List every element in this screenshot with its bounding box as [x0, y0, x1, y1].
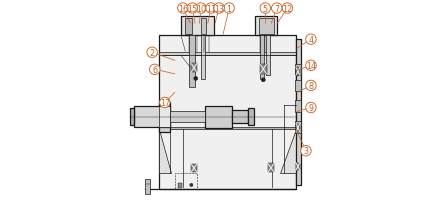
Bar	[260, 36, 264, 80]
Circle shape	[282, 4, 293, 14]
Text: 3: 3	[303, 147, 308, 155]
Bar	[206, 106, 232, 128]
Circle shape	[178, 4, 188, 14]
Circle shape	[194, 77, 198, 81]
Text: 6: 6	[152, 66, 157, 74]
Text: 17: 17	[160, 99, 170, 107]
Bar	[189, 36, 195, 88]
Bar	[201, 36, 205, 80]
Text: 1: 1	[227, 5, 232, 13]
Text: 9: 9	[308, 104, 314, 112]
Circle shape	[306, 81, 316, 91]
Polygon shape	[159, 129, 171, 173]
Bar	[185, 19, 192, 34]
Circle shape	[159, 98, 170, 108]
Bar	[159, 102, 170, 132]
Bar	[295, 100, 301, 112]
Bar	[175, 173, 198, 189]
Polygon shape	[268, 164, 274, 172]
Bar	[232, 111, 248, 123]
Bar	[145, 179, 150, 194]
Polygon shape	[260, 65, 267, 74]
Polygon shape	[191, 164, 197, 172]
Circle shape	[187, 4, 198, 14]
Circle shape	[260, 4, 271, 14]
Text: 4: 4	[308, 36, 314, 44]
Bar	[130, 109, 134, 125]
Text: 14: 14	[306, 62, 316, 70]
Bar	[181, 17, 214, 36]
Text: 7: 7	[274, 5, 280, 13]
Circle shape	[196, 4, 206, 14]
Circle shape	[301, 146, 311, 156]
Polygon shape	[296, 163, 300, 170]
Circle shape	[147, 48, 157, 58]
Text: 8: 8	[308, 82, 314, 90]
Text: 11: 11	[206, 5, 216, 13]
Circle shape	[150, 65, 160, 75]
Bar	[295, 80, 301, 92]
Bar	[134, 107, 170, 127]
Circle shape	[214, 4, 224, 14]
Circle shape	[261, 78, 265, 82]
Text: 2: 2	[150, 49, 155, 57]
Bar	[159, 53, 296, 56]
Bar	[159, 127, 296, 129]
Text: 13: 13	[214, 5, 224, 13]
Text: 16: 16	[178, 5, 188, 13]
Polygon shape	[280, 129, 296, 173]
Polygon shape	[296, 124, 300, 132]
Bar	[295, 64, 301, 76]
Text: 5: 5	[263, 5, 268, 13]
Text: 15: 15	[187, 5, 198, 13]
Circle shape	[206, 4, 216, 14]
Bar	[266, 36, 270, 76]
Polygon shape	[296, 68, 300, 76]
Circle shape	[306, 103, 316, 113]
Circle shape	[224, 4, 234, 14]
Bar	[159, 36, 296, 189]
Bar	[295, 121, 301, 133]
Circle shape	[306, 35, 316, 45]
Text: 12: 12	[282, 5, 292, 13]
Bar	[178, 183, 182, 188]
Circle shape	[272, 4, 282, 14]
Bar	[170, 111, 206, 123]
Bar	[296, 40, 301, 185]
Text: 10: 10	[196, 5, 206, 13]
Bar	[201, 19, 206, 34]
Circle shape	[306, 61, 316, 71]
Polygon shape	[191, 64, 197, 73]
Bar	[255, 17, 277, 36]
Bar	[248, 109, 254, 125]
Circle shape	[190, 183, 193, 187]
Bar	[259, 19, 274, 34]
Bar	[159, 107, 170, 127]
